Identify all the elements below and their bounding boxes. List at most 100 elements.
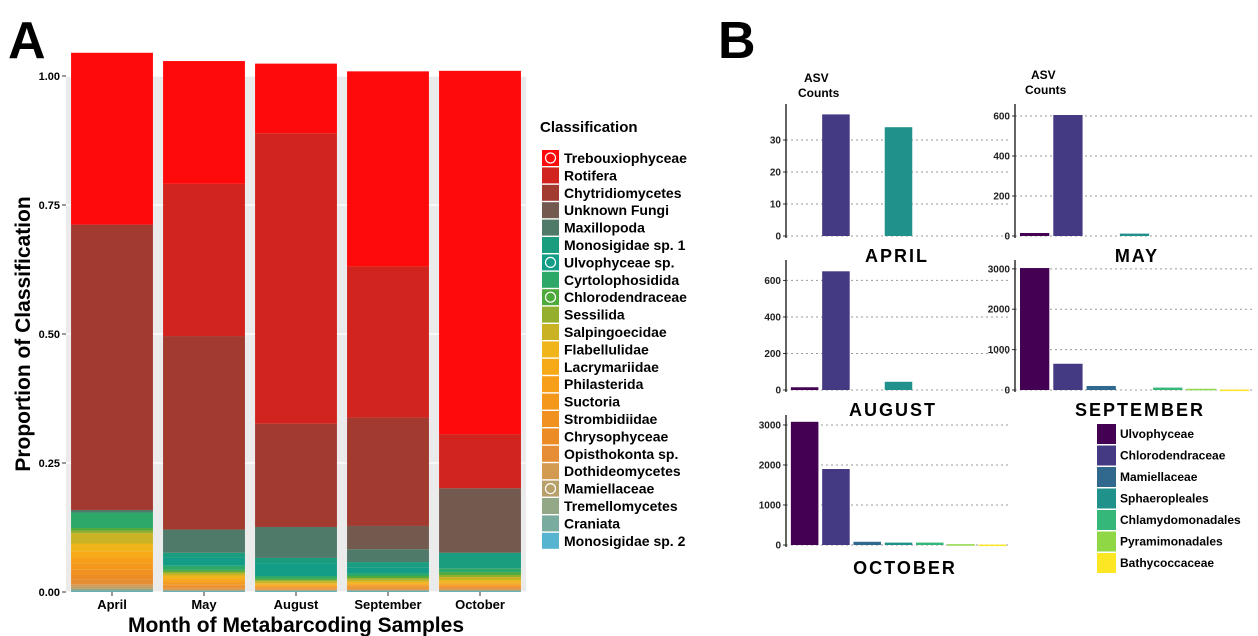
y-tick-label: 2000: [988, 305, 1011, 316]
stacked-bar-segment: [71, 224, 153, 510]
stacked-bar-segment: [71, 528, 153, 531]
stacked-bar-segment: [71, 52, 153, 225]
legend-label: Bathycoccaceae: [1120, 556, 1214, 570]
asv-bar: [1019, 268, 1050, 390]
legend-label: Opisthokonta sp.: [564, 446, 678, 462]
stacked-bar-segment: [255, 587, 337, 589]
y-axis-title: Counts: [798, 86, 840, 100]
legend-label: Maxillopoda: [564, 220, 645, 236]
y-tick-label: 30: [770, 136, 782, 147]
y-tick-label: 0.50: [39, 329, 60, 341]
stacked-bar-segment: [439, 589, 521, 591]
legend-label: Flabellulidae: [564, 341, 649, 357]
stacked-bar-segment: [163, 587, 245, 589]
stacked-bar-segment: [163, 575, 245, 579]
y-tick-label: 400: [993, 152, 1010, 163]
stacked-bar-segment: [439, 574, 521, 578]
stacked-bar-segment: [163, 591, 245, 592]
y-tick-label: 200: [993, 192, 1010, 203]
stacked-bar-segment: [439, 70, 521, 435]
stacked-bar-segment: [439, 583, 521, 585]
stacked-bar-segment: [163, 569, 245, 572]
asv-bar: [822, 271, 850, 390]
stacked-bar-segment: [255, 590, 337, 591]
legend-swatch: [542, 219, 559, 236]
stacked-bar-segment: [255, 590, 337, 592]
stacked-bar-segment: [439, 582, 521, 584]
asv-bar: [978, 544, 1007, 547]
stacked-bar-segment: [347, 525, 429, 550]
stacked-bar-segment: [71, 590, 153, 592]
panel-a-label: A: [8, 12, 46, 70]
y-tick-label: 0: [775, 541, 781, 552]
stacked-bar-segment: [255, 586, 337, 588]
legend-label: Salpingoecidae: [564, 324, 667, 340]
y-tick-label: 1000: [759, 501, 782, 512]
legend-swatch: [542, 184, 559, 201]
legend-label: Unknown Fungi: [564, 202, 669, 218]
stacked-bar-segment: [163, 529, 245, 553]
stacked-bar-segment: [71, 588, 153, 591]
stacked-bar-segment: [439, 580, 521, 583]
asv-subplot-august: 0 200 400 600 AUGUST: [764, 260, 1011, 420]
stacked-bar-segment: [439, 572, 521, 575]
legend-swatch: [1097, 445, 1116, 466]
asv-bar: [916, 542, 944, 545]
stacked-bar-segment: [347, 417, 429, 526]
y-axis-title: Counts: [1025, 83, 1067, 97]
stacked-bar-segment: [439, 434, 521, 489]
stacked-bar-segment: [163, 557, 245, 566]
y-tick-label: 1.00: [39, 71, 60, 83]
stacked-bar-segment: [347, 585, 429, 587]
legend-swatch: [542, 463, 559, 480]
legend-label: Cyrtolophosidida: [564, 272, 679, 288]
stacked-bar-segment: [347, 562, 429, 568]
asv-bar: [1219, 389, 1250, 392]
asv-bar: [884, 381, 913, 390]
stacked-bar-segment: [163, 183, 245, 337]
stacked-bar-segment: [71, 574, 153, 580]
stacked-bar-segment: [163, 590, 245, 592]
stacked-bar-segment: [347, 591, 429, 592]
stacked-bar-segment: [71, 563, 153, 570]
asv-bar: [790, 387, 819, 390]
legend-swatch: [542, 532, 559, 549]
asv-subplot-october: 0 1000 2000 3000 OCTOBER: [759, 415, 1011, 578]
stacked-proportion-chart: 0.00 0.25 0.50 0.75 1.00 April May August Septem…: [12, 52, 687, 636]
y-tick-label: 0: [775, 386, 781, 397]
y-axis-title: Proportion of Classification: [12, 196, 35, 471]
stacked-bar-segment: [347, 584, 429, 586]
stacked-bar-segment: [71, 509, 153, 513]
stacked-bar-segment: [255, 580, 337, 582]
legend-marker-icon: [544, 256, 557, 268]
stacked-bar-segment: [255, 588, 337, 589]
y-axis-title: ASV: [804, 71, 829, 85]
legend-label: Suctoria: [564, 394, 620, 410]
stacked-bar-segment: [71, 557, 153, 564]
y-axis-title: ASV: [1031, 68, 1056, 82]
legend-swatch: [1097, 424, 1116, 444]
stacked-bar-segment: [439, 585, 521, 587]
legend-swatch: [542, 428, 559, 445]
legend-swatch: [542, 324, 559, 340]
y-tick-label: 0.75: [39, 200, 60, 212]
stacked-bar-segment: [71, 551, 153, 558]
stacked-bar-segment: [347, 589, 429, 591]
stacked-bar-segment: [163, 588, 245, 590]
y-tick-label: 400: [764, 312, 781, 323]
stacked-bar-segment: [347, 567, 429, 574]
legend-label: Tremellomycetes: [564, 498, 678, 514]
y-tick-label: 200: [764, 349, 781, 360]
legend-label: Craniata: [564, 515, 620, 531]
subplot-title: OCTOBER: [853, 558, 957, 578]
subplot-title: AUGUST: [849, 400, 937, 420]
stacked-bar-segment: [439, 584, 521, 586]
legend-swatch: [542, 480, 559, 497]
legend-swatch: [1097, 488, 1116, 509]
stacked-bar-segment: [439, 588, 521, 590]
asv-bar: [884, 127, 913, 236]
stacked-bar-segment: [163, 590, 245, 591]
subplot-title: SEPTEMBER: [1075, 400, 1205, 420]
stacked-bar-segment: [255, 581, 337, 584]
legend-swatch: [542, 289, 559, 306]
